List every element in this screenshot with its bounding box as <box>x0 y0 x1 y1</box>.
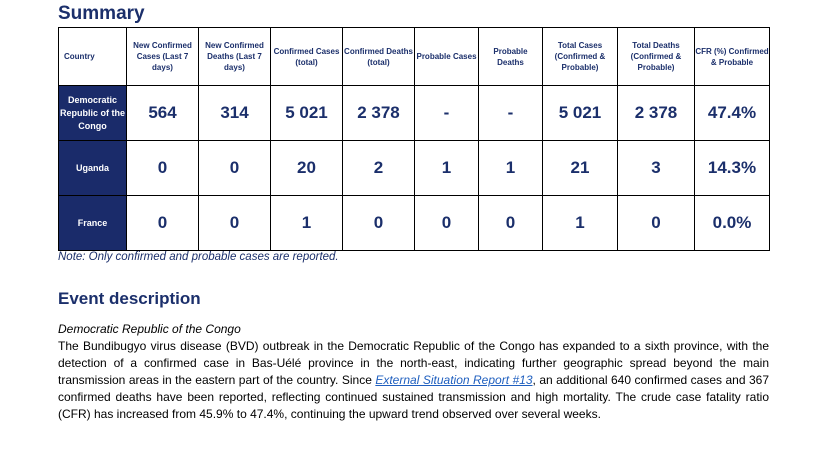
table-cell: 1 <box>414 140 479 196</box>
table-row: Democratic Republic of the Congo 564 314… <box>58 85 770 141</box>
table-cell: 0 <box>342 195 415 251</box>
table-cell: - <box>478 85 543 141</box>
event-description-heading: Event description <box>58 289 201 308</box>
summary-heading: Summary <box>58 3 145 24</box>
table-cell: 314 <box>198 85 271 141</box>
table-cell: 0 <box>414 195 479 251</box>
column-header: Confirmed Cases (total) <box>270 27 343 86</box>
column-header: Country <box>58 27 127 86</box>
column-header: New Confirmed Deaths (Last 7 days) <box>198 27 271 86</box>
table-cell: 47.4% <box>694 85 770 141</box>
country-cell: Democratic Republic of the Congo <box>58 85 127 141</box>
column-header: Probable Deaths <box>478 27 543 86</box>
column-header: CFR (%) Confirmed & Probable <box>694 27 770 86</box>
country-cell: France <box>58 195 127 251</box>
column-header: New Confirmed Cases (Last 7 days) <box>126 27 199 86</box>
table-cell: 0 <box>198 140 271 196</box>
table-cell: 5 021 <box>270 85 343 141</box>
table-header-row: Country New Confirmed Cases (Last 7 days… <box>58 27 770 86</box>
table-cell: 0 <box>126 140 199 196</box>
table-row: Uganda 0 0 20 2 1 1 21 3 14.3% <box>58 140 770 196</box>
column-header: Total Cases (Confirmed & Probable) <box>542 27 618 86</box>
country-subheading: Democratic Republic of the Congo <box>58 322 241 336</box>
table-cell: 0 <box>478 195 543 251</box>
table-cell: 2 <box>342 140 415 196</box>
event-paragraph: The Bundibugyo virus disease (BVD) outbr… <box>58 338 769 423</box>
table-cell: 0.0% <box>694 195 770 251</box>
table-cell: - <box>414 85 479 141</box>
paragraph-text-end: , an additional 640 confirmed cases and … <box>58 373 770 421</box>
table-cell: 0 <box>126 195 199 251</box>
table-cell: 1 <box>270 195 343 251</box>
table-cell: 5 021 <box>542 85 618 141</box>
column-header: Total Deaths (Confirmed & Probable) <box>617 27 695 86</box>
table-cell: 3 <box>617 140 695 196</box>
table-cell: 1 <box>542 195 618 251</box>
table-cell: 21 <box>542 140 618 196</box>
summary-table: Country New Confirmed Cases (Last 7 days… <box>58 27 770 251</box>
table-row: France 0 0 1 0 0 0 1 0 0.0% <box>58 195 770 251</box>
table-cell: 0 <box>617 195 695 251</box>
situation-report-link[interactable]: External Situation Report #13 <box>375 373 533 387</box>
paragraph-text-start: The Bundibugyo virus disease (BVD) outbr… <box>58 339 769 387</box>
country-cell: Uganda <box>58 140 127 196</box>
table-cell: 0 <box>198 195 271 251</box>
table-cell: 2 378 <box>342 85 415 141</box>
column-header: Confirmed Deaths (total) <box>342 27 415 86</box>
column-header: Probable Cases <box>414 27 479 86</box>
table-cell: 14.3% <box>694 140 770 196</box>
table-cell: 2 378 <box>617 85 695 141</box>
table-cell: 1 <box>478 140 543 196</box>
table-cell: 564 <box>126 85 199 141</box>
table-note: Note: Only confirmed and probable cases … <box>58 251 339 263</box>
table-cell: 20 <box>270 140 343 196</box>
